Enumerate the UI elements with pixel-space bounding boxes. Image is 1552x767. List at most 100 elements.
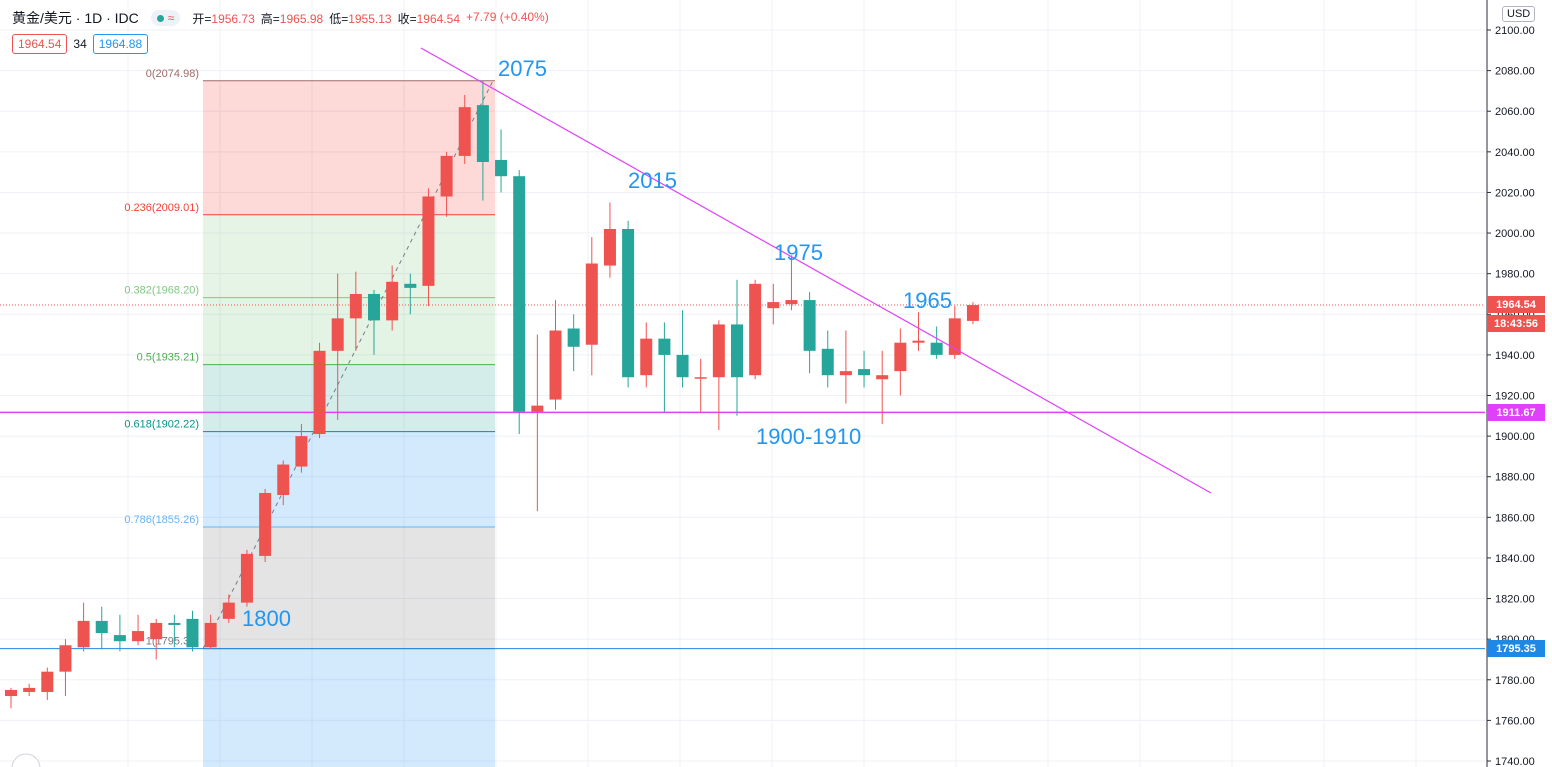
candle (150, 618, 163, 660)
candle (567, 314, 580, 372)
price-annotation: 2015 (628, 168, 677, 193)
candle-body (658, 338, 671, 355)
candle-body (894, 342, 907, 372)
candle (404, 273, 417, 315)
candle-body (603, 228, 616, 266)
candle (513, 170, 526, 435)
candle (712, 320, 725, 431)
ohlc-high: 高=1965.98 (260, 11, 324, 26)
candle (694, 358, 707, 412)
candle-body (295, 436, 308, 467)
candle (259, 488, 272, 563)
candle (422, 188, 435, 307)
candle-body (404, 283, 417, 288)
price-tick-label: 1940.00 (1495, 350, 1535, 362)
candle (41, 667, 54, 701)
candle-body (440, 155, 453, 197)
candle (603, 202, 616, 278)
candle-body (803, 300, 816, 351)
bid-price-button[interactable]: 1964.54 (12, 34, 68, 54)
candle (821, 330, 834, 388)
ohlc-close: 收=1964.54 (397, 11, 460, 26)
price-tick-label: 2040.00 (1495, 147, 1535, 159)
price-tick-label: 1780.00 (1495, 675, 1535, 687)
candle (5, 687, 17, 709)
price-tick-label: 1900.00 (1495, 431, 1535, 443)
wave-icon: ≈ (167, 11, 175, 25)
candle (313, 342, 326, 439)
candle-body (168, 622, 181, 625)
chart-legend: 黄金/美元 · 1D · IDC ≈ 开=1956.73 高=1965.98 低… (12, 8, 549, 28)
support-level-tag: 1911.67 (1487, 404, 1545, 421)
candle-body (858, 369, 871, 376)
candle (640, 322, 653, 388)
candle (331, 273, 344, 420)
price-tick-label: 1840.00 (1495, 553, 1535, 565)
candle-body (930, 342, 943, 355)
candle (585, 237, 598, 376)
quote-row: 1964.54 34 1964.88 (12, 34, 149, 54)
candle-body (785, 300, 798, 305)
candle-body (839, 371, 852, 376)
candle-body (150, 622, 163, 640)
candle-body (513, 176, 526, 412)
candle (966, 302, 979, 325)
candle-body (912, 340, 925, 343)
candle-body (676, 354, 689, 378)
candle-body (222, 602, 235, 619)
market-status-pill[interactable]: ≈ (150, 10, 181, 26)
fib-level-label: 0.5(1935.21) (137, 352, 199, 364)
candle-body (622, 228, 635, 378)
price-tick-label: 1920.00 (1495, 391, 1535, 403)
candle (948, 306, 961, 359)
price-tick-label: 1980.00 (1495, 269, 1535, 281)
ohlc-change: +7.79 (+0.40%) (466, 9, 549, 24)
currency-button[interactable]: USD (1502, 6, 1536, 22)
descending-trendline (420, 47, 1212, 494)
candle (349, 271, 362, 351)
price-tick-label: 1880.00 (1495, 472, 1535, 484)
candle-body (495, 159, 508, 177)
candle-body (368, 293, 380, 321)
price-axis-bg (1487, 0, 1552, 767)
fib-zone (203, 214, 495, 298)
candle (240, 549, 253, 607)
candle-body (948, 318, 961, 355)
chart-logo-icon (11, 753, 41, 767)
ask-price-button[interactable]: 1964.88 (92, 34, 149, 54)
price-tick-label: 1860.00 (1495, 512, 1535, 524)
candle-body (259, 492, 272, 556)
candle-body (731, 324, 743, 378)
candle-body (5, 689, 17, 697)
candle-body (549, 330, 562, 400)
candle-body (876, 375, 889, 380)
last-price-tag: 1964.54 (1487, 296, 1545, 313)
candle (222, 594, 235, 623)
candle-body (712, 324, 725, 378)
candle-body (821, 348, 834, 376)
candle-body (113, 635, 126, 642)
candle (622, 220, 635, 388)
candle-body (204, 622, 217, 648)
candle (803, 291, 816, 374)
candle (458, 94, 471, 165)
candle-body (458, 107, 471, 156)
candle (658, 322, 671, 412)
candle-body (585, 263, 598, 345)
candle-body (95, 620, 108, 634)
fib-level-label: 0.382(1968.20) (124, 285, 199, 297)
price-tick-label: 2000.00 (1495, 228, 1535, 240)
candle (876, 350, 889, 424)
fib-zone (203, 431, 495, 527)
price-annotation: 1965 (903, 288, 952, 313)
candle (839, 330, 852, 404)
candle-body (331, 318, 344, 351)
symbol-title[interactable]: 黄金/美元 · 1D · IDC (12, 10, 139, 26)
price-annotation: 1800 (242, 606, 291, 631)
candle-body (386, 281, 399, 321)
candle (531, 334, 544, 512)
candle-body (749, 283, 762, 376)
candle-body (313, 350, 326, 435)
fib-zone (203, 297, 495, 365)
